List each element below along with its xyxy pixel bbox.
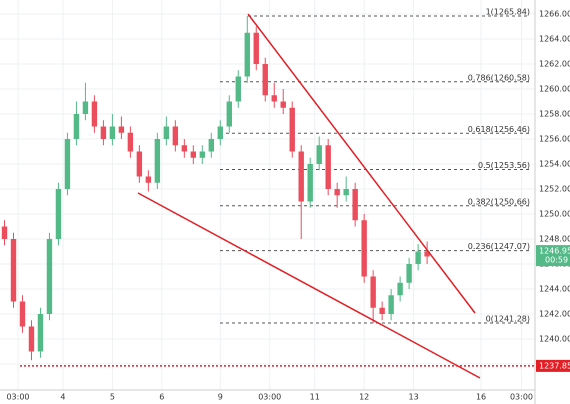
fib-label: 0.618(1256.46) xyxy=(468,125,530,134)
candle-body xyxy=(19,301,26,327)
candle-body xyxy=(109,126,116,139)
candle-body xyxy=(334,189,340,196)
candles xyxy=(1,16,430,361)
x-tick-label: 03:00 xyxy=(258,393,281,402)
x-tick-label: 9 xyxy=(218,393,223,402)
candle-body xyxy=(10,239,17,302)
candle-body xyxy=(208,139,214,152)
candle-body xyxy=(190,151,197,158)
y-tick-label: 1262.00 xyxy=(539,60,570,69)
axes: 1238.001240.001242.001244.001246.001248.… xyxy=(6,10,570,402)
candle-body xyxy=(343,189,349,196)
x-tick-label: 11 xyxy=(310,393,320,402)
y-tick-label: 1260.00 xyxy=(539,85,570,94)
x-tick-label: 13 xyxy=(409,393,419,402)
fib-label: 0.5(1253.56) xyxy=(478,161,530,170)
fib-levels: 1(1265.84) 0.786(1260.58) 0.618(1256.46) 0.… xyxy=(220,8,530,324)
support-label: 1237.85 xyxy=(539,361,570,370)
y-tick-label: 1256.00 xyxy=(539,135,570,144)
candle-body xyxy=(307,164,313,202)
y-tick-label: 1258.00 xyxy=(539,110,570,119)
price-label-box xyxy=(536,245,570,267)
x-tick-label: 4 xyxy=(60,393,65,402)
candle-body xyxy=(397,282,403,296)
candle-body xyxy=(82,101,89,114)
candle-body xyxy=(298,151,304,202)
candle-body xyxy=(181,145,188,152)
y-tick-label: 1254.00 xyxy=(539,160,570,169)
x-tick-label: 03:00 xyxy=(6,393,29,402)
x-tick-label: 12 xyxy=(359,393,369,402)
x-tick-label: 03:00 xyxy=(510,393,533,402)
trendline-upper xyxy=(247,13,476,314)
y-tick-label: 1264.00 xyxy=(539,35,570,44)
price-label: 1246.95 xyxy=(539,247,570,256)
candle-body xyxy=(325,145,331,189)
candle-body xyxy=(28,326,35,352)
candle-body xyxy=(289,107,295,152)
candle-body xyxy=(262,64,268,96)
candle-body xyxy=(316,145,322,164)
fib-label: 0.382(1250.66) xyxy=(468,197,530,206)
x-tick-label: 6 xyxy=(159,393,164,402)
candle-body xyxy=(73,114,80,139)
candle-body xyxy=(406,264,412,283)
candle-body xyxy=(217,126,223,139)
candle-body xyxy=(352,189,358,221)
support-label-box xyxy=(536,359,570,372)
candle-body xyxy=(91,101,98,127)
candle-body xyxy=(253,32,259,64)
fib-label: 0.786(1260.58) xyxy=(468,73,530,82)
candle-body xyxy=(370,276,376,308)
candle-body xyxy=(424,251,430,257)
candle-body xyxy=(154,139,161,183)
candle-body xyxy=(172,126,179,146)
candle-body xyxy=(55,189,62,239)
candle-body xyxy=(145,176,152,183)
x-tick-label: 5 xyxy=(110,393,115,402)
y-tick-label: 1266.00 xyxy=(539,10,570,19)
candle-body xyxy=(136,151,143,177)
candle-body xyxy=(244,32,250,77)
candle-body xyxy=(1,226,8,239)
candle-body xyxy=(37,314,44,352)
candle-body xyxy=(100,126,107,139)
y-tick-label: 1252.00 xyxy=(539,185,570,194)
candle-body xyxy=(415,251,421,264)
candle-body xyxy=(127,132,134,152)
y-tick-label: 1244.00 xyxy=(539,285,570,294)
fib-label: 0(1241.28) xyxy=(486,315,530,324)
candle-body xyxy=(388,295,394,314)
candle-body xyxy=(226,101,232,127)
candle-body xyxy=(379,307,385,314)
trendline-lower xyxy=(137,192,481,379)
fib-label: 0.236(1247.07) xyxy=(468,242,530,251)
y-tick-label: 1248.00 xyxy=(539,235,570,244)
x-tick-label: 16 xyxy=(476,393,486,402)
fib-label: 1(1265.84) xyxy=(486,8,530,17)
candle-body xyxy=(64,139,71,189)
candle-body xyxy=(118,126,125,133)
candle-body xyxy=(361,220,367,277)
y-tick-label: 1242.00 xyxy=(539,310,570,319)
candle-body xyxy=(271,95,277,102)
candle-body xyxy=(46,239,53,314)
y-tick-label: 1240.00 xyxy=(539,335,570,344)
candle-body xyxy=(235,76,241,102)
grid xyxy=(0,0,535,390)
candle-body xyxy=(163,126,170,139)
countdown: 00:59 xyxy=(545,256,568,265)
candle-body xyxy=(199,151,206,158)
y-tick-label: 1250.00 xyxy=(539,210,570,219)
candle-body xyxy=(280,101,286,108)
